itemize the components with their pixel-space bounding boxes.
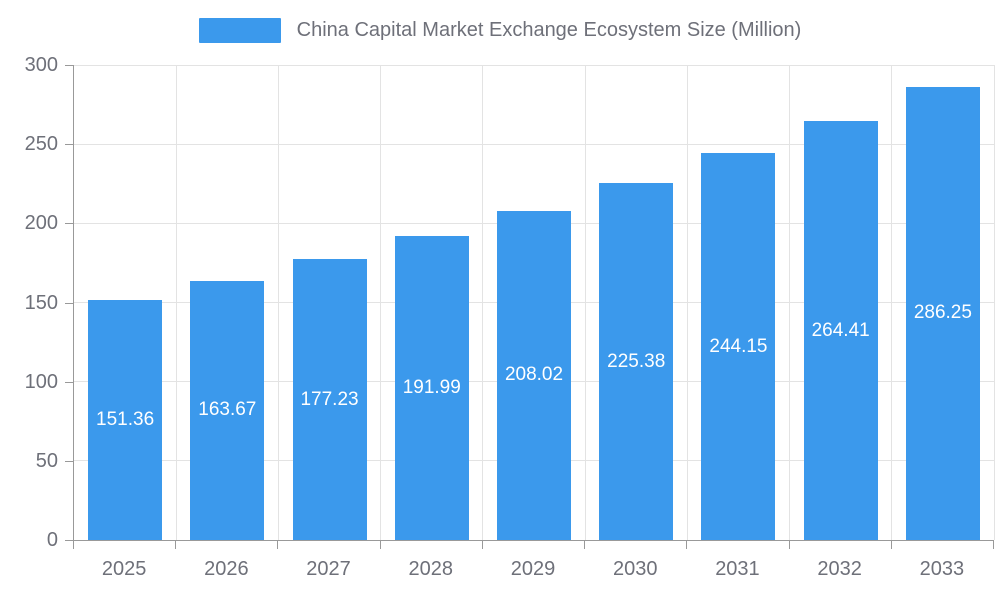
y-axis-tick	[65, 540, 73, 541]
bar-value-label: 244.15	[709, 335, 768, 357]
bar-value-label: 151.36	[96, 409, 155, 431]
y-axis-tick	[65, 223, 73, 225]
chart-title[interactable]: China Capital Market Exchange Ecosystem …	[296, 19, 802, 41]
bar-value-label: 286.25	[913, 302, 972, 324]
y-axis-label: 0	[46, 529, 58, 551]
gridline-vertical	[686, 65, 688, 540]
gridline-vertical	[891, 65, 893, 540]
x-axis-label: 2026	[204, 558, 249, 580]
x-axis-label: 2027	[306, 558, 351, 580]
y-axis-label: 100	[24, 370, 58, 393]
gridline-vertical	[482, 65, 484, 540]
bar-value-label: 177.23	[300, 388, 359, 410]
gridline-horizontal	[74, 143, 994, 145]
bar-2032[interactable]: 264.41	[803, 121, 878, 540]
bar-value-label: 191.99	[402, 377, 461, 398]
bar-value-label: 264.41	[811, 319, 870, 341]
x-axis-label: 2032	[817, 558, 862, 580]
gridline-vertical	[277, 65, 279, 540]
legend-swatch[interactable]	[198, 18, 281, 43]
x-axis-tick	[277, 541, 279, 549]
y-axis-label: 300	[24, 54, 58, 76]
y-axis-tick	[65, 381, 73, 383]
y-axis-label: 200	[24, 212, 58, 235]
bar-2026[interactable]: 163.67	[190, 280, 265, 540]
x-axis-label: 2033	[919, 558, 965, 580]
gridline-vertical	[993, 65, 995, 540]
bar-2027[interactable]: 177.23	[292, 259, 367, 540]
x-axis-label: 2025	[101, 558, 147, 580]
bar-2029[interactable]: 208.02	[497, 210, 571, 540]
y-axis-tick	[65, 144, 73, 146]
gridline-vertical	[175, 65, 177, 540]
gridline-vertical	[584, 65, 586, 540]
gridline-horizontal	[74, 64, 994, 66]
bar-2025[interactable]: 151.36	[88, 300, 163, 540]
plot-area: 151.36 163.67 177.23 191.99 208.02 225.38 244.…	[73, 64, 995, 541]
gridline-vertical	[380, 65, 382, 540]
x-axis-tick	[788, 541, 790, 549]
x-axis-label: 2031	[715, 558, 760, 580]
y-axis-label: 250	[24, 133, 58, 156]
bar-2030[interactable]: 225.38	[599, 183, 674, 540]
x-axis-tick	[481, 541, 483, 549]
y-axis-label: 50	[35, 449, 58, 472]
y-axis-label: 150	[24, 291, 58, 314]
x-axis-tick	[379, 541, 381, 549]
x-axis-label: 2030	[612, 558, 658, 580]
bar-value-label: 208.02	[504, 364, 564, 386]
y-axis-tick	[65, 65, 73, 66]
bar-2028[interactable]: 191.99	[394, 236, 469, 540]
bar-2031[interactable]: 244.15	[701, 153, 776, 540]
x-axis-tick	[584, 541, 586, 549]
x-axis-tick	[993, 541, 994, 549]
legend[interactable]: China Capital Market Exchange Ecosystem …	[0, 18, 1000, 43]
x-axis-tick	[686, 541, 688, 549]
x-axis-tick	[890, 541, 892, 549]
bar-value-label: 225.38	[607, 350, 666, 372]
x-axis-label: 2028	[408, 558, 454, 580]
x-axis-tick	[73, 541, 74, 549]
y-axis-tick	[65, 302, 73, 304]
gridline-vertical	[789, 65, 791, 540]
x-axis-label: 2029	[510, 558, 556, 580]
x-axis-tick	[175, 541, 177, 549]
bar-2033[interactable]: 286.25	[905, 86, 980, 540]
y-axis-tick	[65, 460, 73, 462]
bar-value-label: 163.67	[198, 399, 257, 421]
